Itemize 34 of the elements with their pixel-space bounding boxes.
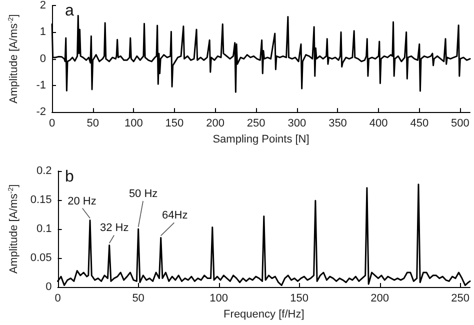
y-tick-label: 0.05 [30,252,52,264]
x-axis-title: Frequency [f/Hz] [224,308,304,320]
y-tick-label: 0.2 [36,165,52,177]
chart-title: a [65,2,74,20]
x-tick-label: 150 [290,292,309,304]
x-tick-label: 50 [86,118,99,130]
y-tick-label: 1 [40,26,46,38]
y-tick-label: 0 [46,281,52,293]
y-tick-label: 0.1 [36,223,52,235]
x-tick-label: 250 [246,118,266,130]
x-tick-label: 100 [124,118,143,130]
annotation: 64Hz [162,210,188,222]
x-tick-label: 50 [132,292,144,304]
x-tick-label: 150 [165,118,184,130]
y-tick-label: -1 [36,79,46,92]
y-tick-label: 2 [40,0,46,12]
x-axis-title: Sampling Points [N] [212,134,310,146]
y-tick-label: 0 [40,52,46,65]
x-tick-label: 500 [451,118,470,130]
x-tick-label: 350 [328,118,347,130]
annotation: 20 Hz [68,195,96,208]
x-tick-label: 0 [54,292,61,304]
chart-title: b [65,168,74,186]
x-tick-label: 250 [451,292,470,304]
x-tick-label: 100 [210,292,228,304]
x-tick-label: 450 [410,118,429,130]
y-tick-label: 0.15 [30,194,52,206]
x-tick-label: 400 [369,118,388,130]
annotation: 32 Hz [100,222,129,234]
x-tick-label: 300 [288,118,306,130]
y-tick-label: -2 [36,106,46,118]
x-tick-label: 200 [370,292,390,304]
annotation: 50 Hz [128,188,158,200]
x-tick-label: 200 [206,118,224,130]
